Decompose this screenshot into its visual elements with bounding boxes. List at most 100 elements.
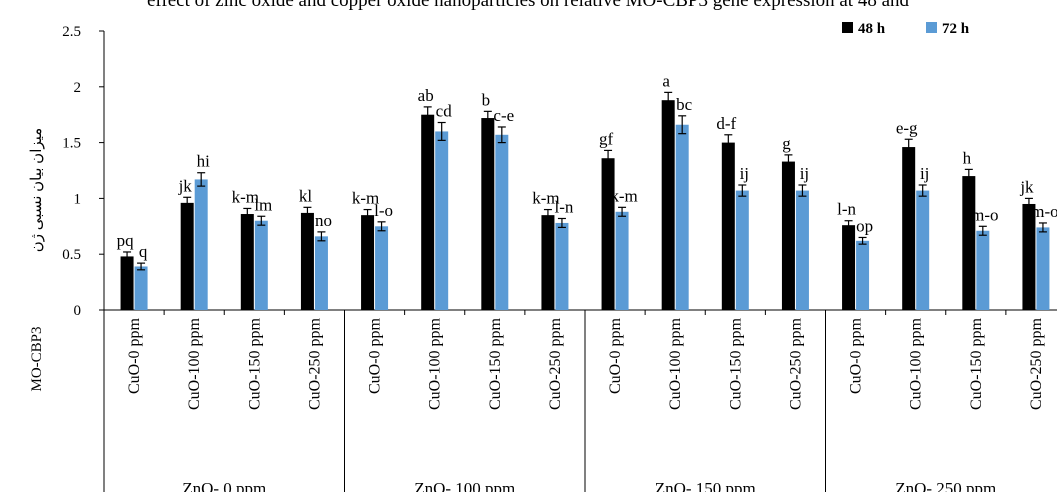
significance-letter: jk	[1019, 177, 1034, 196]
bar-72h	[735, 190, 749, 310]
x-category-label: CuO-0 ppm	[848, 317, 865, 394]
x-group-label: ZnO- 250 ppm	[895, 479, 996, 492]
y-tick-label: 1	[74, 191, 82, 207]
bar-72h	[254, 220, 268, 310]
x-category-label: CuO-150 ppm	[727, 317, 744, 410]
x-category-label: CuO-100 ppm	[186, 317, 203, 410]
significance-letter: ab	[418, 86, 434, 105]
x-category-label: CuO-0 ppm	[607, 317, 624, 394]
y-axis-label: MO-CBP3	[29, 326, 45, 391]
significance-letter: hi	[197, 152, 211, 171]
x-category-label: CuO-100 ppm	[667, 317, 684, 410]
significance-letter: lm	[254, 195, 272, 214]
significance-letter: k-m	[532, 189, 559, 208]
bar-48h	[421, 114, 435, 310]
significance-letter: l-n	[554, 197, 573, 216]
significance-letter: q	[139, 242, 148, 261]
x-category-label: CuO-250 ppm	[306, 317, 323, 410]
x-category-label: CuO-250 ppm	[547, 317, 564, 410]
significance-letter: bc	[676, 95, 693, 114]
significance-letter: ij	[740, 164, 749, 183]
significance-letter: gf	[599, 129, 614, 148]
y-tick-label: 2	[74, 80, 82, 96]
x-group-label: ZnO- 0 ppm	[182, 479, 266, 492]
x-group-label: ZnO- 150 ppm	[655, 479, 756, 492]
bar-72h	[555, 222, 569, 310]
x-group-labels: ZnO- 0 ppm ZnO- 100 ppm ZnO- 150 ppm ZnO- 2…	[182, 479, 996, 492]
bar-48h	[240, 214, 254, 310]
significance-letter: pq	[117, 231, 135, 250]
significance-letter: b	[482, 90, 491, 109]
x-category-label: CuO-0 ppm	[126, 317, 143, 394]
significance-letter: m-o	[971, 205, 998, 224]
y-tick-label: 0	[74, 303, 82, 319]
significance-letter: ij	[800, 164, 809, 183]
significance-letter: d-f	[716, 114, 736, 133]
significance-letter: op	[856, 216, 873, 235]
y-tick-label: 2.5	[62, 24, 81, 40]
bar-48h	[902, 147, 916, 310]
bar-72h	[314, 236, 328, 310]
significance-letter: jk	[178, 176, 193, 195]
bar-48h	[1022, 203, 1036, 310]
y-axis: 0 0.5 1 1.5 2 2.5	[62, 24, 105, 319]
legend-swatch-72h	[926, 22, 937, 33]
bar-48h	[120, 256, 134, 310]
bar-72h	[795, 190, 809, 310]
x-category-label: CuO-250 ppm	[1028, 317, 1045, 410]
bar-72h	[976, 230, 990, 310]
significance-letter: k-m	[610, 186, 637, 205]
significance-letter: l-o	[374, 201, 393, 220]
bar-48h	[962, 176, 976, 310]
bar-48h	[180, 202, 194, 310]
x-category-label: CuO-0 ppm	[367, 317, 384, 394]
x-category-label: CuO-100 ppm	[427, 317, 444, 410]
bar-48h	[541, 215, 555, 310]
bar-72h	[675, 124, 689, 310]
bar-48h	[842, 225, 856, 310]
bar-48h	[601, 158, 615, 310]
bars	[120, 100, 1050, 310]
bar-48h	[300, 212, 314, 310]
y-tick-label: 0.5	[62, 247, 81, 263]
x-category-labels: CuO-0 ppm CuO-100 ppm CuO-150 ppm CuO-250 p…	[126, 317, 1045, 410]
significance-letter: e-g	[896, 118, 918, 137]
y-axis-title: MO-CBP3 میزان بیان نسبی ژن	[29, 128, 45, 392]
bar-72h	[495, 134, 509, 310]
x-category-label: CuO-150 ppm	[487, 317, 504, 410]
bar-72h	[615, 211, 629, 310]
bar-48h	[721, 142, 735, 310]
bar-72h	[1036, 227, 1050, 310]
significance-letter: k-m	[352, 189, 379, 208]
x-group-label: ZnO- 100 ppm	[414, 479, 515, 492]
significance-letter: a	[662, 71, 670, 90]
y-tick-label: 1.5	[62, 136, 81, 152]
significance-letter: k-m	[232, 187, 259, 206]
significance-letter: m-o	[1031, 202, 1057, 221]
bar-48h	[781, 161, 795, 310]
x-category-label: CuO-150 ppm	[246, 317, 263, 410]
significance-letter: c-e	[493, 106, 514, 125]
y-axis-label-persian: میزان بیان نسبی ژن	[29, 128, 45, 252]
significance-letter: kl	[299, 186, 313, 205]
legend-swatch-48h	[842, 22, 853, 33]
bar-48h	[361, 215, 375, 310]
error-bars	[123, 91, 1047, 271]
bar-48h	[661, 100, 675, 310]
significance-letter: cd	[436, 102, 453, 121]
significance-letter: ij	[920, 164, 929, 183]
significance-letter: g	[782, 134, 791, 153]
x-category-label: CuO-150 ppm	[968, 317, 985, 410]
bar-72h	[134, 266, 148, 310]
legend-label-72h: 72 h	[942, 21, 970, 37]
bar-72h	[856, 240, 870, 310]
chart-title: effect of zinc oxide and copper oxide na…	[147, 0, 910, 11]
bar-72h	[194, 179, 208, 310]
bar-72h	[375, 226, 389, 310]
significance-letter: no	[315, 211, 332, 230]
bar-72h	[435, 131, 449, 310]
x-category-label: CuO-250 ppm	[787, 317, 804, 410]
legend: 48 h 72 h	[842, 21, 970, 37]
